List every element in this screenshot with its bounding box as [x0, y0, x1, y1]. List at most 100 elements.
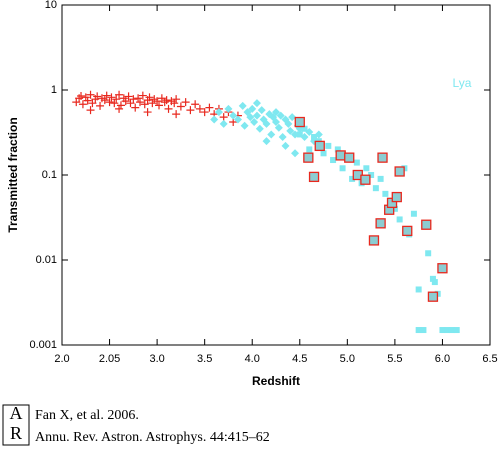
point — [172, 110, 181, 119]
point — [252, 111, 261, 120]
point — [360, 174, 371, 185]
point — [262, 119, 271, 128]
x-tick-label: 5.5 — [387, 353, 402, 365]
point — [181, 98, 190, 107]
point — [250, 118, 259, 127]
point — [115, 104, 124, 113]
point — [115, 90, 124, 99]
point — [296, 131, 303, 138]
point — [306, 146, 313, 153]
point — [444, 327, 451, 334]
point — [368, 235, 380, 246]
x-tick-label: 4.0 — [245, 353, 260, 365]
point — [121, 97, 130, 106]
point — [349, 175, 356, 182]
point — [301, 125, 308, 132]
point — [77, 91, 86, 100]
point — [396, 216, 403, 223]
point — [377, 175, 384, 182]
point — [105, 98, 114, 107]
point — [134, 94, 143, 103]
point — [439, 327, 446, 334]
point — [291, 149, 300, 158]
point — [248, 104, 257, 113]
y-tick-label: 0.001 — [29, 339, 57, 351]
point — [255, 124, 264, 133]
point — [102, 91, 111, 100]
x-tick-label: 3.5 — [197, 353, 212, 365]
point — [448, 327, 455, 334]
point — [160, 98, 169, 107]
point — [267, 130, 276, 139]
point — [410, 210, 417, 217]
point — [153, 97, 162, 106]
point — [308, 171, 320, 183]
y-tick-label: 0.1 — [42, 169, 57, 181]
point — [274, 123, 283, 132]
y-tick-label: 10 — [45, 0, 57, 11]
x-tick-label: 2.05 — [99, 353, 120, 365]
journal: Annu. Rev. Astron. Astrophys. 44:415–62 — [35, 430, 270, 445]
point — [233, 115, 242, 124]
point — [86, 90, 95, 99]
point — [334, 146, 341, 153]
point — [402, 225, 413, 237]
point — [116, 101, 125, 110]
point — [131, 103, 140, 112]
point — [375, 218, 386, 229]
point — [320, 150, 327, 157]
point — [96, 101, 105, 110]
y-tick-label: 1 — [51, 84, 57, 96]
x-axis-title: Redshift — [252, 374, 300, 388]
point — [415, 286, 422, 293]
point — [176, 102, 185, 111]
point — [112, 95, 121, 104]
point — [195, 104, 204, 113]
point — [335, 150, 346, 161]
point — [391, 191, 402, 203]
point — [429, 275, 436, 282]
point — [240, 121, 249, 130]
point — [420, 327, 427, 334]
point — [129, 95, 138, 104]
point — [368, 172, 375, 178]
point — [391, 205, 398, 212]
x-tick-label: 3.0 — [149, 353, 164, 365]
point — [330, 157, 337, 164]
point — [155, 101, 164, 110]
point — [325, 142, 332, 149]
point — [382, 190, 389, 197]
point — [431, 279, 438, 286]
point — [191, 100, 200, 109]
citation: Fan X, et al. 2006. — [35, 408, 139, 423]
point — [276, 111, 285, 120]
point — [145, 93, 154, 102]
point — [238, 101, 247, 110]
point — [138, 91, 147, 100]
point — [314, 140, 325, 152]
point — [339, 165, 346, 172]
point — [427, 291, 439, 302]
logo-letter: A — [10, 403, 23, 423]
point — [140, 100, 149, 109]
point — [86, 106, 95, 115]
point — [224, 104, 233, 113]
point — [286, 126, 295, 135]
y-axis-title: Transmitted fraction — [6, 117, 20, 232]
x-tick-label: 5.0 — [340, 353, 355, 365]
point — [186, 106, 195, 115]
point — [214, 108, 223, 117]
point — [252, 99, 261, 108]
point — [363, 165, 370, 172]
point — [257, 106, 266, 115]
point — [172, 95, 181, 104]
point — [219, 119, 228, 128]
point — [272, 118, 280, 127]
point — [83, 96, 92, 105]
point — [78, 100, 87, 109]
point — [143, 108, 152, 117]
point — [278, 132, 287, 141]
point — [200, 108, 209, 117]
point — [377, 152, 388, 163]
